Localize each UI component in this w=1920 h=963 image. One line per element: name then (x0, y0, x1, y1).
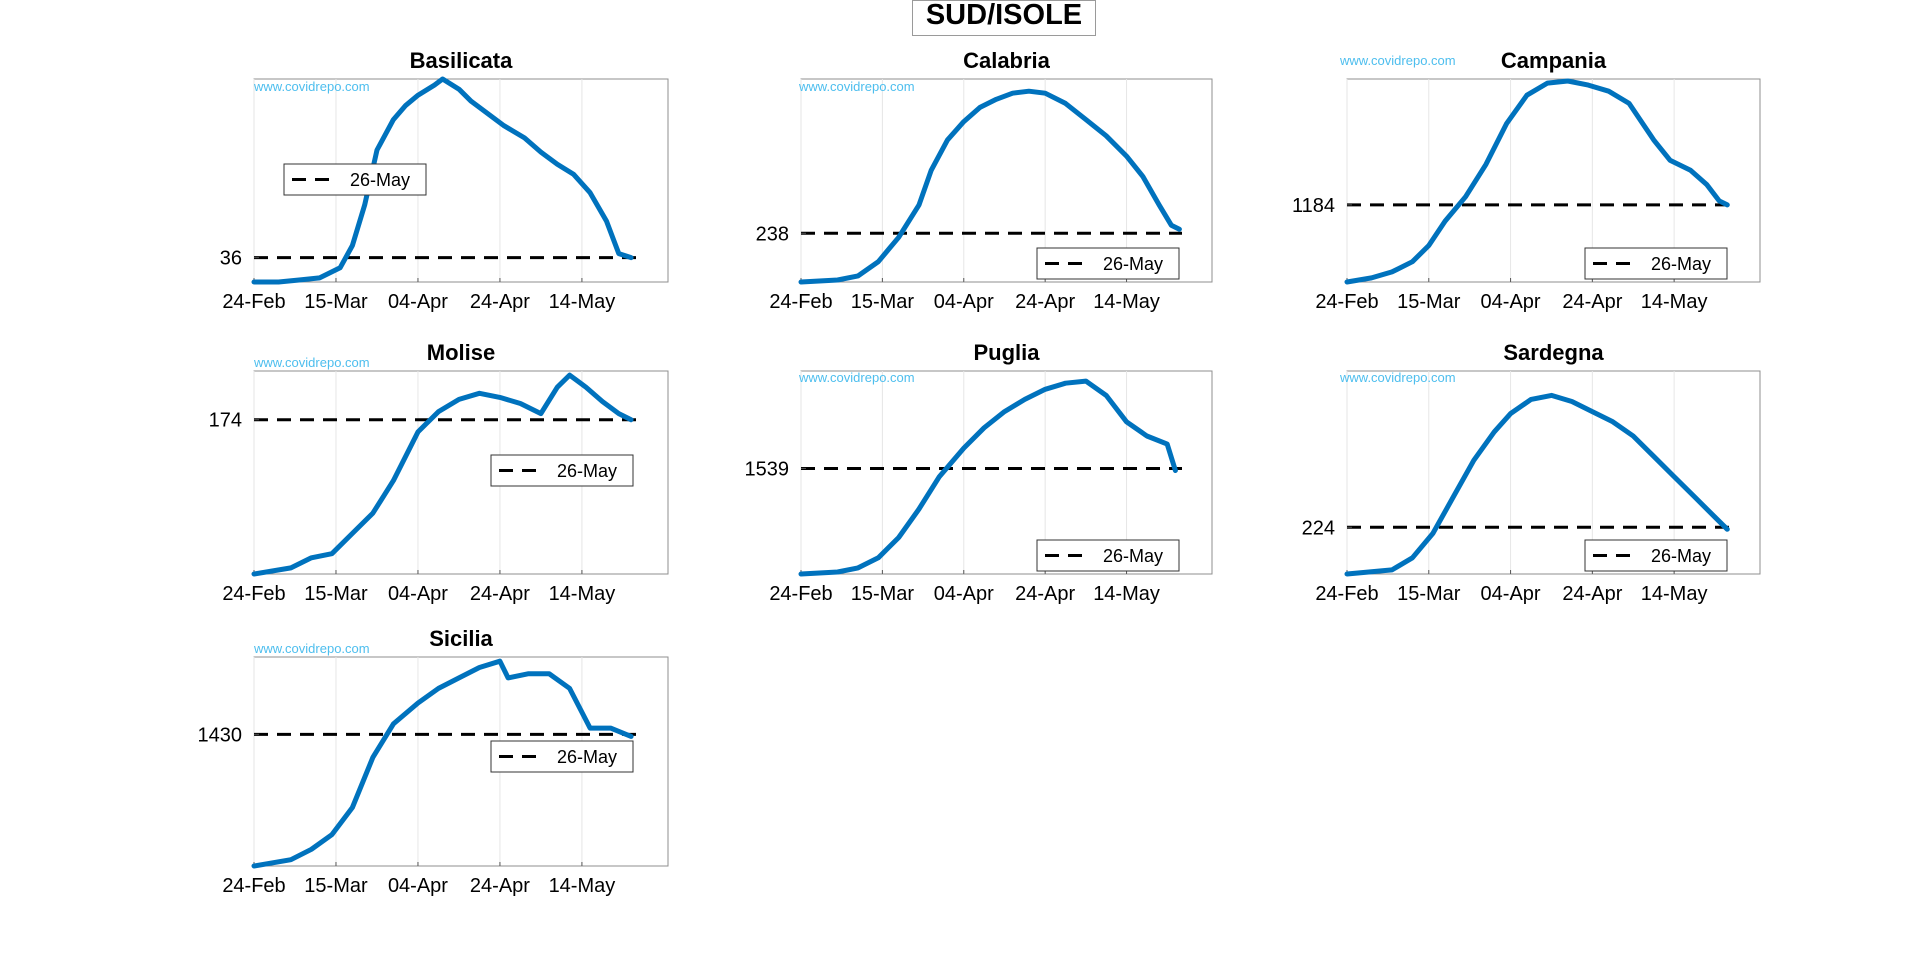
x-tick-label: 04-Apr (388, 583, 448, 605)
legend-label: 26-May (1103, 546, 1163, 566)
x-tick-label: 15-Mar (1397, 583, 1461, 605)
legend: 26-May (490, 740, 634, 773)
x-tick-label: 24-Feb (222, 875, 285, 897)
y-tick-label: 1430 (198, 724, 243, 746)
panel-title: Basilicata (410, 48, 513, 73)
legend: 26-May (490, 454, 634, 487)
x-tick-label: 14-May (1641, 291, 1708, 313)
x-tick-label: 04-Apr (1481, 291, 1541, 313)
x-tick-label: 04-Apr (934, 291, 994, 313)
x-tick-label: 24-Apr (470, 291, 530, 313)
x-tick-label: 24-Apr (470, 583, 530, 605)
legend-box (283, 163, 427, 196)
x-tick-label: 04-Apr (388, 875, 448, 897)
x-tick-label: 04-Apr (934, 583, 994, 605)
panel-sardegna: 24-Feb 15-Mar 04-Apr 24-Apr 14-May www.covidr… (1302, 340, 1761, 605)
legend-box (1036, 539, 1180, 572)
x-tick-label: 24-Apr (1562, 291, 1622, 313)
watermark: www.covidrepo.com (253, 641, 370, 656)
panel-title: Calabria (963, 48, 1051, 73)
x-tick-label: 15-Mar (304, 291, 368, 313)
x-tick-label: 14-May (1641, 583, 1708, 605)
panel-puglia: 24-Feb 15-Mar 04-Apr 24-Apr 14-May www.covidr… (745, 340, 1213, 605)
panel-basilicata: 24-Feb 15-Mar 04-Apr 24-Apr 14-May www.covidr… (220, 48, 669, 313)
x-tick-label: 24-Apr (1015, 291, 1075, 313)
legend-box (490, 454, 634, 487)
legend: 26-May (1036, 247, 1180, 280)
legend-label: 26-May (1651, 254, 1711, 274)
legend: 26-May (283, 163, 427, 196)
panel-molise: 24-Feb 15-Mar 04-Apr 24-Apr 14-May www.covidr… (209, 340, 669, 605)
x-tick-label: 14-May (549, 875, 616, 897)
x-tick-label: 14-May (549, 291, 616, 313)
x-tick-label: 04-Apr (388, 291, 448, 313)
watermark: www.covidrepo.com (253, 79, 370, 94)
panel-title: Sardegna (1503, 340, 1604, 365)
legend-box (1036, 247, 1180, 280)
legend-label: 26-May (1651, 546, 1711, 566)
series-line (798, 378, 1178, 577)
legend-label: 26-May (350, 170, 410, 190)
legend-box (490, 740, 634, 773)
series-line (798, 88, 1182, 285)
x-tick-label: 14-May (1093, 291, 1160, 313)
panel-calabria: 24-Feb 15-Mar 04-Apr 24-Apr 14-May www.covidr… (756, 48, 1213, 313)
legend-label: 26-May (557, 747, 617, 767)
x-tick-label: 14-May (1093, 583, 1160, 605)
x-tick-label: 15-Mar (851, 291, 915, 313)
x-tick-label: 24-Feb (769, 291, 832, 313)
y-tick-label: 224 (1302, 517, 1335, 539)
x-tick-label: 24-Feb (222, 291, 285, 313)
figure-title: SUD/ISOLE (925, 0, 1083, 31)
x-tick-label: 15-Mar (851, 583, 915, 605)
y-tick-label: 1184 (1292, 195, 1335, 217)
figure-title-frame (912, 0, 1096, 36)
series-line (251, 76, 634, 285)
x-tick-label: 15-Mar (304, 875, 368, 897)
series-line (1344, 392, 1730, 577)
x-tick-label: 24-Apr (1015, 583, 1075, 605)
legend-label: 26-May (1103, 254, 1163, 274)
x-tick-label: 15-Mar (304, 583, 368, 605)
x-tick-label: 04-Apr (1481, 583, 1541, 605)
x-tick-label: 15-Mar (1397, 291, 1461, 313)
series-line (1344, 78, 1730, 285)
y-tick-label: 36 (220, 248, 242, 270)
watermark: www.covidrepo.com (798, 370, 915, 385)
panel-title: Molise (427, 340, 495, 365)
x-tick-label: 24-Feb (1315, 291, 1378, 313)
x-tick-label: 24-Feb (222, 583, 285, 605)
y-tick-label: 1539 (745, 458, 790, 480)
y-tick-label: 174 (209, 410, 242, 432)
x-tick-label: 24-Feb (1315, 583, 1378, 605)
x-tick-label: 24-Apr (470, 875, 530, 897)
legend: 26-May (1584, 247, 1728, 280)
watermark: www.covidrepo.com (1339, 53, 1456, 68)
x-tick-label: 24-Apr (1562, 583, 1622, 605)
panel-title: Puglia (973, 340, 1040, 365)
watermark: www.covidrepo.com (253, 355, 370, 370)
x-tick-label: 24-Feb (769, 583, 832, 605)
series-line (251, 372, 634, 577)
watermark: www.covidrepo.com (1339, 370, 1456, 385)
watermark: www.covidrepo.com (798, 79, 915, 94)
x-tick-label: 14-May (549, 583, 616, 605)
legend: 26-May (1036, 539, 1180, 572)
legend-box (1584, 539, 1728, 572)
y-tick-label: 238 (756, 223, 789, 245)
panel-campania: 24-Feb 15-Mar 04-Apr 24-Apr 14-May www.covidr… (1292, 48, 1761, 313)
panel-title: Campania (1501, 48, 1607, 73)
panel-title: Sicilia (429, 626, 493, 651)
legend: 26-May (1584, 539, 1728, 572)
legend-box (1584, 247, 1728, 280)
legend-label: 26-May (557, 461, 617, 481)
panel-sicilia: 24-Feb 15-Mar 04-Apr 24-Apr 14-May www.covidr… (198, 626, 669, 897)
series-line (251, 658, 634, 869)
